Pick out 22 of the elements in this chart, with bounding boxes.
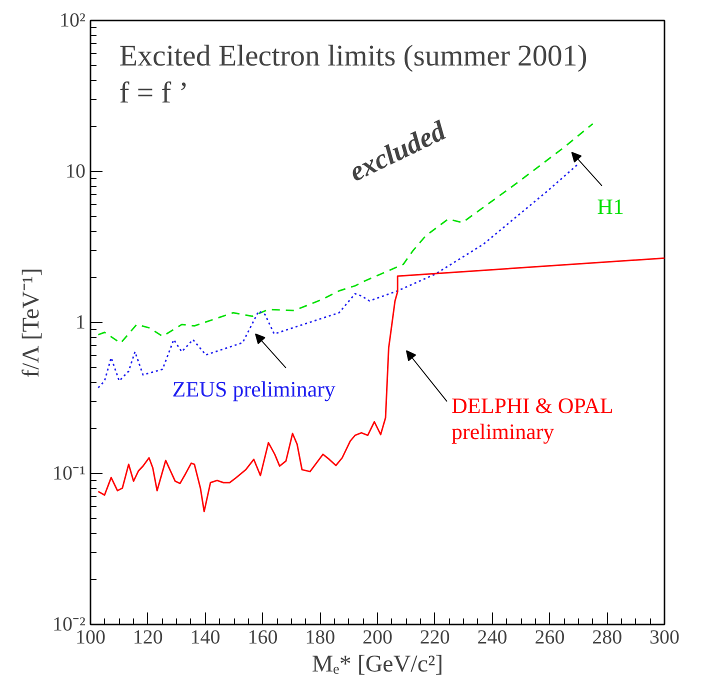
x-tick-label: 160 bbox=[248, 626, 278, 648]
x-tick-label: 140 bbox=[190, 626, 220, 648]
text: Excited Electron limits (summer 2001) bbox=[119, 40, 588, 73]
x-tick-label: 280 bbox=[592, 626, 622, 648]
x-tick-label: 240 bbox=[477, 626, 508, 648]
y-tick-label: 1 bbox=[76, 312, 86, 334]
text: DELPHI & OPAL preliminary bbox=[452, 393, 614, 444]
x-tick-label: 200 bbox=[362, 626, 392, 648]
y-tick-label: 10² bbox=[60, 10, 86, 32]
x-tick-label: 220 bbox=[420, 626, 450, 648]
x-tick-label: 260 bbox=[534, 626, 565, 648]
x-tick-label: 120 bbox=[132, 626, 163, 648]
y-tick-label: 10 bbox=[66, 160, 86, 182]
y-tick-label: 10⁻¹ bbox=[52, 462, 86, 484]
text: f = f ’ bbox=[119, 76, 189, 110]
y-axis-title: f/Λ [TeV⁻¹] bbox=[18, 268, 45, 378]
line-series bbox=[98, 257, 664, 512]
text: H1 bbox=[597, 194, 624, 219]
x-tick-label: 180 bbox=[305, 626, 336, 648]
series-label: ZEUS preliminary bbox=[172, 376, 336, 402]
x-axis-title: Mₑ* [GeV/c²] bbox=[312, 652, 444, 678]
x-tick-label: 300 bbox=[650, 626, 680, 648]
